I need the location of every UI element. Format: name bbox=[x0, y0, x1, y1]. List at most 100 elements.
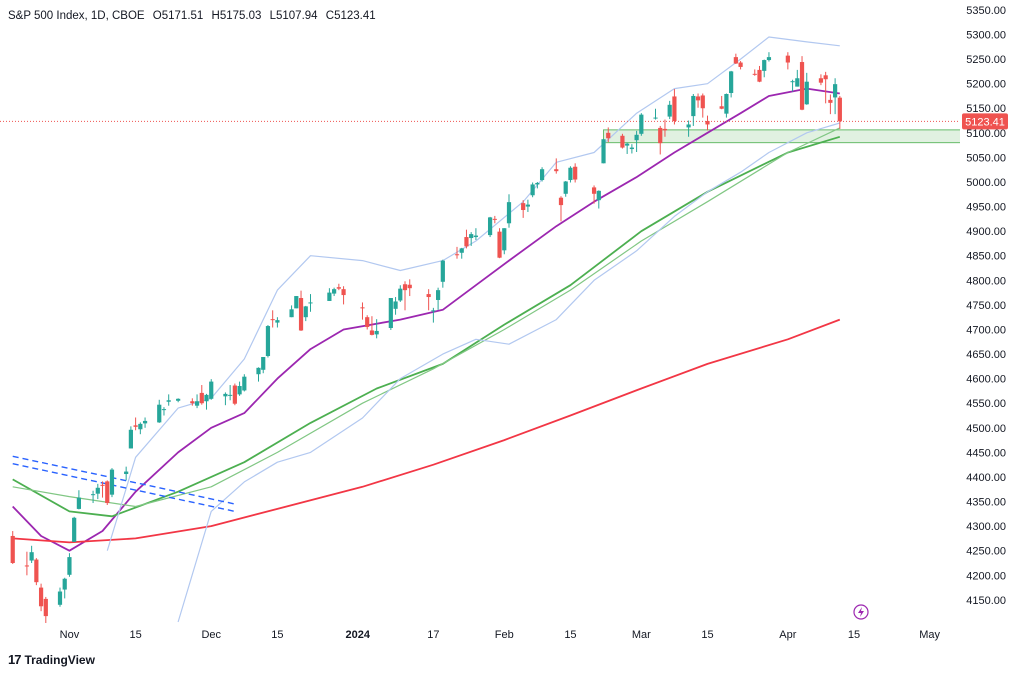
candle bbox=[705, 115, 710, 131]
candle-body bbox=[161, 409, 167, 411]
candle bbox=[799, 56, 805, 111]
y-tick-label: 4150.00 bbox=[966, 595, 1006, 607]
candle bbox=[194, 394, 200, 409]
candle bbox=[804, 72, 809, 105]
y-tick-label: 4850.00 bbox=[966, 251, 1006, 263]
candle-body bbox=[62, 578, 67, 590]
candle-body bbox=[695, 96, 701, 101]
candle-body bbox=[327, 292, 332, 301]
candle bbox=[469, 232, 474, 246]
candle bbox=[729, 70, 734, 98]
symbol-label[interactable]: S&P 500 Index, 1D, CBOE bbox=[8, 10, 145, 22]
candle-body bbox=[525, 204, 531, 207]
candle bbox=[275, 317, 280, 328]
candle bbox=[57, 587, 63, 607]
x-tick-label: Apr bbox=[779, 629, 796, 641]
candle bbox=[336, 283, 341, 291]
candle-body bbox=[176, 398, 181, 401]
brand-label: TradingView bbox=[24, 652, 95, 667]
candle-body bbox=[407, 284, 412, 289]
candle-body bbox=[209, 381, 214, 399]
candle bbox=[402, 281, 408, 311]
candle-body bbox=[294, 296, 299, 309]
candle-body bbox=[691, 95, 696, 117]
candle bbox=[620, 133, 625, 149]
candle-body bbox=[369, 330, 375, 335]
trendline bbox=[12, 463, 236, 513]
candle bbox=[190, 398, 195, 406]
candle bbox=[762, 59, 767, 78]
x-tick-label: 15 bbox=[564, 629, 576, 641]
y-tick-label: 5000.00 bbox=[966, 177, 1006, 189]
candle-body bbox=[128, 429, 133, 449]
candle-body bbox=[133, 425, 138, 427]
candle-body bbox=[733, 57, 738, 64]
candle-body bbox=[38, 587, 44, 607]
candle bbox=[128, 426, 133, 449]
candle bbox=[454, 246, 460, 259]
candle-body bbox=[795, 78, 800, 87]
candle-body bbox=[837, 97, 842, 122]
candle bbox=[502, 228, 507, 255]
lightning-icon bbox=[853, 604, 869, 620]
candle bbox=[573, 163, 578, 183]
tradingview-brand[interactable]: 17 TradingView bbox=[8, 652, 95, 667]
y-tick-label: 4600.00 bbox=[966, 374, 1006, 386]
candle-body bbox=[29, 552, 34, 561]
candle-body bbox=[336, 287, 341, 289]
y-tick-label: 5100.00 bbox=[966, 128, 1006, 140]
candle-body bbox=[265, 326, 271, 357]
candle bbox=[658, 125, 663, 155]
candle bbox=[695, 93, 701, 108]
candle bbox=[431, 307, 436, 323]
y-tick-label: 5300.00 bbox=[966, 29, 1006, 41]
y-tick-label: 4750.00 bbox=[966, 300, 1006, 312]
candle-body bbox=[308, 302, 313, 304]
candle-body bbox=[833, 84, 838, 98]
candle bbox=[473, 228, 479, 241]
candle bbox=[639, 113, 644, 136]
y-tick-label: 4300.00 bbox=[966, 521, 1006, 533]
y-tick-label: 5150.00 bbox=[966, 103, 1006, 115]
candle bbox=[237, 381, 242, 396]
candle-body bbox=[818, 78, 824, 83]
candle bbox=[34, 558, 39, 586]
candle bbox=[261, 357, 266, 374]
candle-body bbox=[360, 307, 365, 309]
candle bbox=[204, 393, 209, 410]
x-tick-label: 15 bbox=[271, 629, 283, 641]
y-tick-label: 4350.00 bbox=[966, 497, 1006, 509]
candle bbox=[724, 93, 729, 118]
candle bbox=[138, 422, 143, 435]
candle-body bbox=[388, 298, 393, 329]
candle-body bbox=[828, 99, 833, 103]
candle-body bbox=[672, 96, 677, 122]
candle bbox=[67, 553, 72, 577]
candle bbox=[785, 52, 790, 70]
candle bbox=[733, 53, 738, 64]
candle-body bbox=[762, 60, 767, 71]
candle-body bbox=[157, 404, 162, 423]
candle bbox=[525, 199, 531, 212]
y-tick-label: 4650.00 bbox=[966, 349, 1006, 361]
candle-body bbox=[658, 127, 663, 144]
candle bbox=[105, 480, 110, 505]
y-tick-label: 4400.00 bbox=[966, 472, 1006, 484]
candle bbox=[374, 319, 379, 339]
candle bbox=[124, 466, 129, 481]
candle-body bbox=[539, 169, 545, 181]
candle-body bbox=[521, 203, 526, 211]
candle-body bbox=[43, 598, 48, 617]
candle bbox=[303, 305, 308, 322]
candle bbox=[818, 74, 824, 86]
candle-body bbox=[440, 260, 445, 282]
candle-body bbox=[24, 565, 30, 567]
candle-body bbox=[67, 557, 72, 575]
candle bbox=[265, 325, 271, 358]
candle-body bbox=[757, 69, 762, 82]
candle bbox=[95, 483, 100, 500]
candle-body bbox=[402, 284, 408, 291]
candle-body bbox=[138, 423, 143, 430]
candle bbox=[700, 93, 705, 118]
